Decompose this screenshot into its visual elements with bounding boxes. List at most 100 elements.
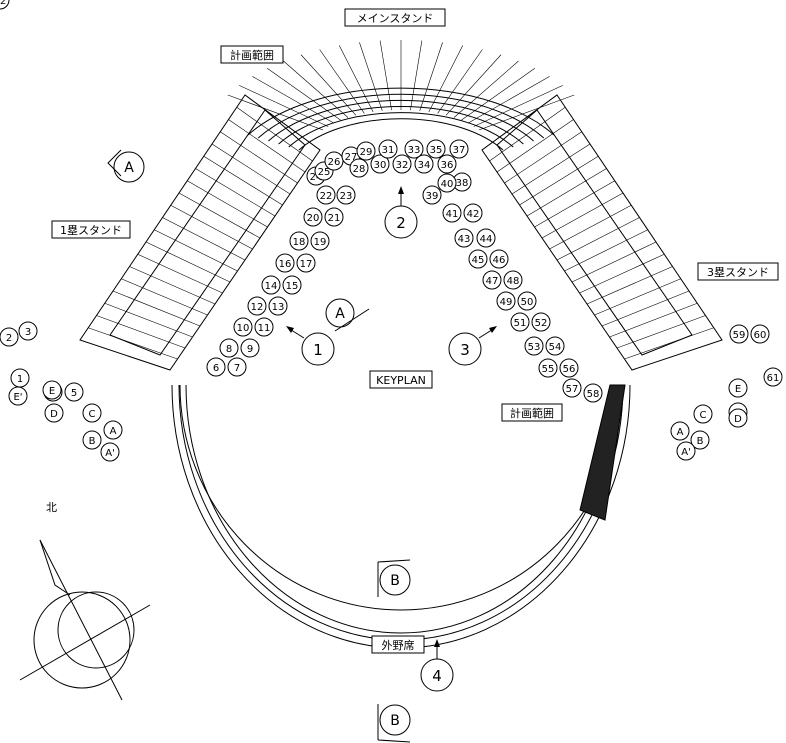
grid-letter-right-6: A' <box>676 441 696 461</box>
section-marker-b-middle: B <box>377 559 411 597</box>
svg-text:3: 3 <box>25 327 31 338</box>
svg-text:44: 44 <box>480 234 493 245</box>
svg-text:1塁スタンド: 1塁スタンド <box>60 224 122 237</box>
svg-text:46: 46 <box>493 255 506 266</box>
grid-number-58: 58 <box>583 383 603 403</box>
grid-number-60: 60 <box>750 324 770 344</box>
svg-text:1: 1 <box>17 374 23 385</box>
svg-text:17: 17 <box>300 259 313 270</box>
svg-text:24: 24 <box>310 172 323 183</box>
svg-text:B: B <box>390 713 400 729</box>
grid-number-10: 10 <box>233 317 253 337</box>
grid-number-6: 6 <box>206 357 226 377</box>
grid-number-29: 29 <box>356 141 376 161</box>
svg-text:59: 59 <box>733 330 746 341</box>
plan-scope-label-top: 計画範囲 <box>220 45 284 64</box>
svg-text:19: 19 <box>314 237 327 248</box>
grid-number-11: 11 <box>254 317 274 337</box>
grid-number-61: 61 <box>763 367 783 387</box>
svg-text:18: 18 <box>293 237 306 248</box>
svg-text:54: 54 <box>549 342 562 353</box>
main-stand-label: メインスタンド <box>344 8 446 27</box>
svg-text:4: 4 <box>432 667 442 685</box>
grid-number-62: 62 <box>0 0 10 10</box>
svg-text:5: 5 <box>71 388 77 399</box>
grid-letter-right-4: A <box>670 421 690 441</box>
svg-text:計画範囲: 計画範囲 <box>230 48 274 62</box>
svg-text:C: C <box>700 410 707 421</box>
svg-text:3塁スタンド: 3塁スタンド <box>707 266 769 279</box>
view-marker-4: 4 <box>420 639 454 692</box>
view-marker-2: 2 <box>384 186 418 239</box>
svg-text:29: 29 <box>360 147 373 158</box>
svg-text:25: 25 <box>318 167 331 178</box>
svg-text:45: 45 <box>472 255 485 266</box>
svg-text:52: 52 <box>535 318 548 329</box>
grid-number-57: 57 <box>562 378 582 398</box>
grid-letter-right-2: D <box>728 408 748 428</box>
outfield-label: 外野席 <box>371 635 425 654</box>
svg-text:A: A <box>110 426 117 437</box>
grid-number-2: 2 <box>0 327 19 347</box>
svg-text:47: 47 <box>486 276 499 287</box>
grid-number-56: 56 <box>559 358 579 378</box>
svg-text:外野席: 外野席 <box>382 638 415 652</box>
svg-text:61: 61 <box>767 373 780 384</box>
view-marker-3: 3 <box>448 326 497 366</box>
grid-number-36: 36 <box>437 154 457 174</box>
grid-number-15: 15 <box>282 275 302 295</box>
svg-text:C: C <box>89 409 96 420</box>
grid-number-8: 8 <box>219 338 239 358</box>
grid-number-38: 38 <box>452 172 472 192</box>
grid-number-30: 30 <box>370 154 390 174</box>
svg-text:2: 2 <box>6 333 12 344</box>
third-base-stand-label: 3塁スタンド <box>697 262 779 281</box>
grid-number-5: 5 <box>64 382 84 402</box>
svg-text:53: 53 <box>528 342 541 353</box>
svg-text:30: 30 <box>374 160 387 171</box>
grid-number-45: 45 <box>468 249 488 269</box>
svg-text:34: 34 <box>418 160 431 171</box>
svg-text:3: 3 <box>460 341 470 359</box>
grid-number-3: 3 <box>18 321 38 341</box>
svg-text:11: 11 <box>258 323 271 334</box>
svg-text:6: 6 <box>213 363 219 374</box>
grid-letter-left-5: A <box>103 420 123 440</box>
svg-text:7: 7 <box>234 363 240 374</box>
svg-text:A: A <box>677 427 684 438</box>
grid-number-9: 9 <box>240 338 260 358</box>
grid-number-44: 44 <box>476 228 496 248</box>
plan-scope-label-right: 計画範囲 <box>501 403 563 422</box>
grid-number-13: 13 <box>268 296 288 316</box>
svg-text:2: 2 <box>396 214 406 232</box>
first-base-stand-label: 1塁スタンド <box>51 220 131 239</box>
grid-letter-left-4: B <box>82 430 102 450</box>
svg-text:32: 32 <box>396 160 409 171</box>
grid-number-1: 1 <box>10 368 30 388</box>
svg-text:22: 22 <box>320 191 333 202</box>
svg-text:15: 15 <box>286 281 299 292</box>
svg-text:B: B <box>89 436 96 447</box>
grid-number-23: 23 <box>336 185 356 205</box>
grid-letter-right-3: C <box>693 404 713 424</box>
svg-text:50: 50 <box>521 297 534 308</box>
svg-text:21: 21 <box>328 213 341 224</box>
grid-number-18: 18 <box>289 231 309 251</box>
grid-number-21: 21 <box>324 207 344 227</box>
grid-number-17: 17 <box>296 253 316 273</box>
grid-letter-left-1: E <box>42 380 62 400</box>
svg-text:9: 9 <box>247 344 253 355</box>
grid-number-47: 47 <box>482 270 502 290</box>
svg-text:60: 60 <box>754 330 767 341</box>
svg-text:35: 35 <box>430 145 443 156</box>
grid-number-12: 12 <box>247 296 267 316</box>
grid-number-bubbles: 1234567891011121314151617181920212223242… <box>0 0 783 403</box>
svg-text:1: 1 <box>313 341 323 359</box>
grid-number-46: 46 <box>489 249 509 269</box>
svg-text:12: 12 <box>251 302 264 313</box>
svg-text:31: 31 <box>382 145 395 156</box>
grid-number-53: 53 <box>524 336 544 356</box>
grid-number-28: 28 <box>349 158 369 178</box>
stadium-structure <box>79 40 723 649</box>
